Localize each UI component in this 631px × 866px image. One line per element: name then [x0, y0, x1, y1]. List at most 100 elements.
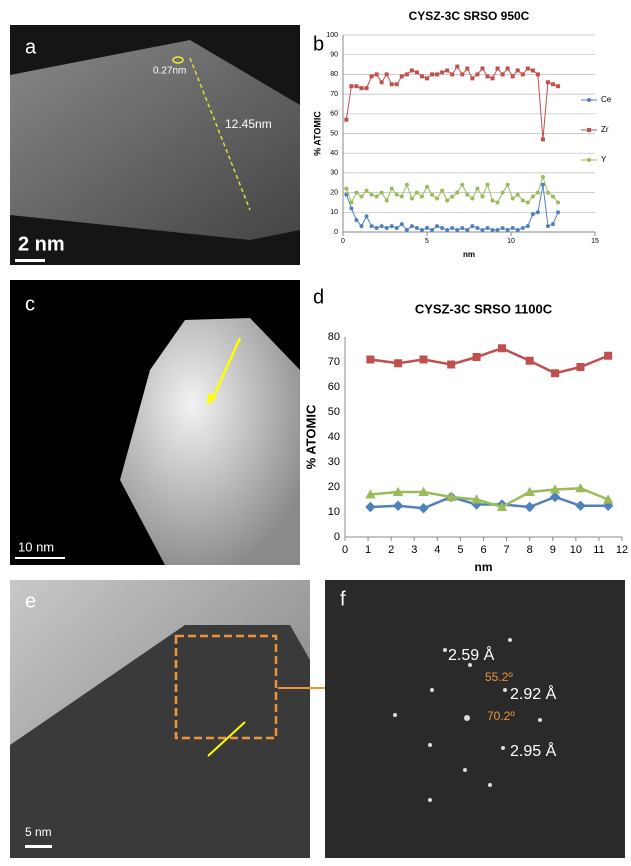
- marker: [354, 191, 358, 195]
- marker: [375, 195, 379, 199]
- legend-label: Ce: [601, 95, 612, 104]
- marker: [455, 65, 459, 69]
- marker: [556, 210, 560, 214]
- marker: [531, 195, 535, 199]
- marker: [410, 197, 414, 201]
- marker: [435, 197, 439, 201]
- annotation: 2.92 Å: [510, 684, 557, 703]
- marker: [445, 198, 449, 202]
- y-tick-label: 60: [328, 381, 340, 393]
- marker: [485, 226, 489, 230]
- marker: [501, 72, 505, 76]
- scale-bar: [25, 845, 52, 848]
- marker: [405, 72, 409, 76]
- marker: [526, 357, 534, 365]
- y-tick-label: 0: [334, 531, 340, 543]
- marker: [511, 74, 515, 78]
- x-tick-label: 11: [593, 544, 604, 556]
- marker: [420, 195, 424, 199]
- marker: [450, 195, 454, 199]
- y-tick-label: 50: [328, 406, 340, 418]
- marker: [496, 228, 500, 232]
- marker: [511, 197, 515, 201]
- scale-label: 2 nm: [18, 233, 65, 255]
- marker: [501, 191, 505, 195]
- marker: [516, 228, 520, 232]
- y-tick-label: 90: [330, 52, 338, 59]
- annotation: 2.59 Å: [448, 645, 495, 664]
- y-axis-label: % ATOMIC: [303, 404, 318, 469]
- marker: [536, 210, 540, 214]
- panel-label: b: [313, 33, 324, 55]
- marker: [418, 503, 428, 513]
- marker: [400, 195, 404, 199]
- annotation: 70.2º: [487, 709, 515, 723]
- marker: [359, 86, 363, 90]
- marker: [491, 76, 495, 80]
- marker: [415, 70, 419, 74]
- marker: [415, 191, 419, 195]
- marker: [430, 72, 434, 76]
- marker: [365, 189, 369, 193]
- marker: [551, 369, 559, 377]
- marker: [395, 226, 399, 230]
- marker: [400, 74, 404, 78]
- marker: [420, 74, 424, 78]
- marker: [445, 228, 449, 232]
- marker: [604, 352, 612, 360]
- chart-title: CYSZ-3C SRSO 950C: [409, 9, 530, 23]
- marker: [475, 226, 479, 230]
- series-line: [346, 177, 558, 203]
- marker: [405, 228, 409, 232]
- marker: [541, 183, 545, 187]
- marker: [370, 193, 374, 197]
- marker: [430, 228, 434, 232]
- marker: [511, 226, 515, 230]
- y-axis-label: % ATOMIC: [312, 111, 322, 156]
- marker: [496, 200, 500, 204]
- marker: [587, 98, 591, 102]
- marker: [365, 86, 369, 90]
- marker: [425, 76, 429, 80]
- y-tick-label: 60: [330, 111, 338, 118]
- marker: [475, 72, 479, 76]
- x-tick-label: 1: [365, 544, 371, 556]
- x-tick-label: 7: [504, 544, 510, 556]
- marker: [491, 228, 495, 232]
- marker: [349, 200, 353, 204]
- marker: [380, 80, 384, 84]
- marker: [480, 228, 484, 232]
- y-tick-label: 40: [330, 150, 338, 157]
- marker: [440, 70, 444, 74]
- marker: [435, 224, 439, 228]
- x-tick-label: 0: [341, 238, 345, 245]
- marker: [480, 66, 484, 70]
- marker: [491, 198, 495, 202]
- marker: [440, 189, 444, 193]
- marker: [506, 66, 510, 70]
- marker: [526, 224, 530, 228]
- panel-label: e: [25, 590, 36, 612]
- fft-pattern: [325, 580, 625, 858]
- marker: [390, 82, 394, 86]
- y-tick-label: 70: [328, 356, 340, 368]
- marker: [576, 363, 584, 371]
- marker: [501, 226, 505, 230]
- marker: [485, 74, 489, 78]
- marker: [587, 128, 591, 132]
- y-tick-label: 20: [330, 189, 338, 196]
- marker: [344, 187, 348, 191]
- x-axis-label: nm: [475, 560, 493, 574]
- y-tick-label: 20: [328, 481, 340, 493]
- marker: [470, 224, 474, 228]
- marker: [546, 80, 550, 84]
- marker: [440, 226, 444, 230]
- marker: [390, 187, 394, 191]
- annotation: 12.45nm: [225, 117, 272, 131]
- marker: [536, 72, 540, 76]
- marker: [405, 183, 409, 187]
- scale-label: 10 nm: [18, 539, 54, 554]
- x-tick-label: 9: [550, 544, 556, 556]
- marker: [551, 82, 555, 86]
- marker: [425, 226, 429, 230]
